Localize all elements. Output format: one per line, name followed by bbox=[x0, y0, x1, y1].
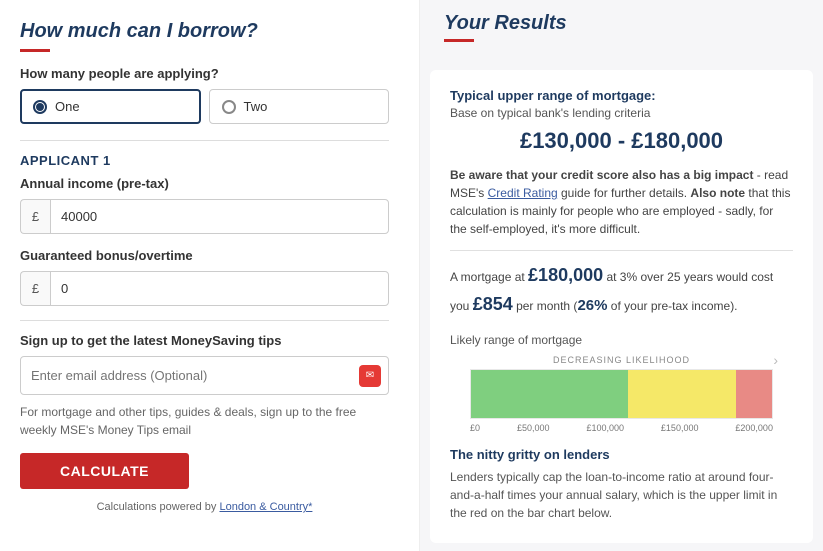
results-panel: Your Results Typical upper range of mort… bbox=[420, 0, 823, 551]
email-icon[interactable]: ✉ bbox=[359, 365, 381, 387]
cost-monthly: £854 bbox=[473, 294, 513, 314]
radio-icon bbox=[33, 100, 47, 114]
chart-segment bbox=[736, 370, 772, 418]
chart-bar bbox=[470, 369, 773, 419]
cost-p3: per month ( bbox=[513, 299, 578, 313]
likelihood-chart: DECREASING LIKELIHOOD £0£50,000£100,000£… bbox=[450, 355, 793, 433]
form-title: How much can I borrow? bbox=[20, 20, 389, 43]
income-input[interactable] bbox=[50, 199, 389, 234]
chart-axis: £0 £50,000 £100,000 £150,000 £200,000 bbox=[470, 423, 773, 433]
powered-by: Calculations powered by London & Country… bbox=[20, 501, 389, 513]
applying-radio-group: One Two bbox=[20, 89, 389, 124]
gritty-text: Lenders typically cap the loan-to-income… bbox=[450, 468, 793, 522]
cost-p4: of your pre-tax income). bbox=[607, 299, 737, 313]
axis-tick: £0 bbox=[470, 423, 480, 433]
applying-label: How many people are applying? bbox=[20, 66, 389, 81]
email-row: ✉ bbox=[20, 356, 389, 395]
signup-help: For mortgage and other tips, guides & de… bbox=[20, 403, 389, 439]
chart-segment bbox=[628, 370, 736, 418]
results-title: Your Results bbox=[444, 12, 799, 35]
chart-top-label: DECREASING LIKELIHOOD bbox=[450, 355, 793, 365]
axis-tick: £100,000 bbox=[586, 423, 624, 433]
income-row: £ bbox=[20, 199, 389, 234]
radio-one[interactable]: One bbox=[20, 89, 201, 124]
divider bbox=[20, 320, 389, 321]
results-header: Your Results bbox=[420, 0, 823, 62]
results-body: Typical upper range of mortgage: Base on… bbox=[430, 70, 813, 543]
income-label: Annual income (pre-tax) bbox=[20, 176, 389, 191]
signup-label: Sign up to get the latest MoneySaving ti… bbox=[20, 333, 389, 348]
form-panel: How much can I borrow? How many people a… bbox=[0, 0, 420, 551]
calculate-button[interactable]: CALCULATE bbox=[20, 453, 189, 489]
powered-prefix: Calculations powered by bbox=[97, 501, 220, 513]
cost-p1: A mortgage at bbox=[450, 270, 528, 284]
bonus-row: £ bbox=[20, 271, 389, 306]
currency-prefix: £ bbox=[20, 271, 50, 306]
chart-segment bbox=[471, 370, 628, 418]
range-label: Typical upper range of mortgage: bbox=[450, 88, 793, 103]
divider bbox=[20, 140, 389, 141]
radio-one-label: One bbox=[55, 99, 80, 114]
chart-label: Likely range of mortgage bbox=[450, 333, 793, 347]
cost-pct: 26% bbox=[577, 297, 607, 314]
title-underline bbox=[20, 49, 50, 52]
email-input[interactable] bbox=[20, 356, 389, 395]
axis-tick: £150,000 bbox=[661, 423, 699, 433]
bonus-label: Guaranteed bonus/overtime bbox=[20, 248, 389, 263]
currency-prefix: £ bbox=[20, 199, 50, 234]
applicant-label: APPLICANT 1 bbox=[20, 153, 389, 168]
radio-two-label: Two bbox=[244, 99, 268, 114]
credit-rating-link[interactable]: Credit Rating bbox=[488, 186, 558, 200]
range-sub: Base on typical bank's lending criteria bbox=[450, 106, 793, 120]
cost-line: A mortgage at £180,000 at 3% over 25 yea… bbox=[450, 250, 793, 319]
range-value: £130,000 - £180,000 bbox=[450, 128, 793, 154]
radio-two[interactable]: Two bbox=[209, 89, 390, 124]
gritty-title: The nitty gritty on lenders bbox=[450, 447, 793, 462]
warn-b2: Also note bbox=[690, 186, 745, 200]
axis-tick: £50,000 bbox=[517, 423, 550, 433]
bonus-input[interactable] bbox=[50, 271, 389, 306]
warn-t2: guide for further details. bbox=[558, 186, 691, 200]
cost-amount: £180,000 bbox=[528, 265, 603, 285]
radio-icon bbox=[222, 100, 236, 114]
powered-link[interactable]: London & Country* bbox=[219, 501, 312, 513]
title-underline bbox=[444, 39, 474, 42]
axis-tick: £200,000 bbox=[735, 423, 773, 433]
warning-text: Be aware that your credit score also has… bbox=[450, 166, 793, 238]
warn-b1: Be aware that your credit score also has… bbox=[450, 168, 753, 182]
